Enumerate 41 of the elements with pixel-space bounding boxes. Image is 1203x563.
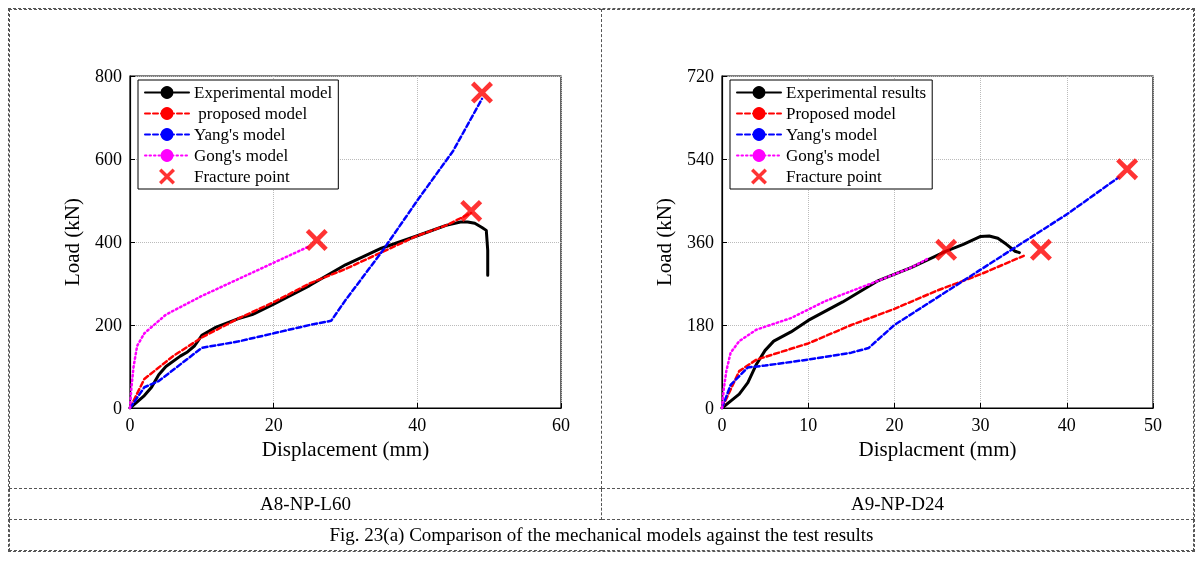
legend-label: Gong's model bbox=[194, 146, 289, 165]
text: A8-NP-L60 bbox=[9, 488, 602, 520]
point bbox=[460, 199, 483, 222]
y-tick-label: 0 bbox=[705, 398, 714, 418]
y-tick-label: 540 bbox=[687, 149, 714, 169]
legend-label: proposed model bbox=[194, 104, 308, 123]
x-axis-title: Displacement (mm) bbox=[261, 437, 430, 462]
y-tick-label: 720 bbox=[687, 66, 714, 86]
y-tick-label: 0 bbox=[113, 398, 122, 418]
x-tick-label: 0 bbox=[717, 415, 727, 435]
legend-label: Fracture point bbox=[786, 167, 883, 186]
x-axis-title: Displacment (mm) bbox=[858, 437, 1017, 462]
point bbox=[470, 81, 493, 104]
point bbox=[305, 228, 328, 251]
x-tick-label: 50 bbox=[1144, 415, 1162, 435]
x-tick-label: 60 bbox=[552, 415, 570, 435]
legend-label: Yang's model bbox=[786, 125, 878, 144]
y-axis-title: Load (kN) bbox=[59, 197, 84, 287]
x-tick-label: 0 bbox=[125, 415, 135, 435]
x-tick-label: 40 bbox=[408, 415, 427, 435]
legend-label: Fracture point bbox=[194, 167, 291, 186]
y-tick-label: 800 bbox=[95, 66, 122, 86]
legend-label: Yang's model bbox=[194, 125, 286, 144]
legend-label: Experimental results bbox=[786, 83, 927, 102]
y-tick-label: 180 bbox=[687, 315, 714, 335]
x-tick-label: 20 bbox=[885, 415, 904, 435]
legend-label: Gong's model bbox=[786, 146, 881, 165]
x-tick-label: 10 bbox=[799, 415, 818, 435]
y-tick-label: 360 bbox=[687, 232, 714, 252]
y-tick-label: 200 bbox=[95, 315, 122, 335]
caption: Fig. 23(a) Comparison of the mechanical models against the test results bbox=[9, 519, 1194, 551]
legend-label: Experimental model bbox=[194, 83, 333, 102]
line-series bbox=[720, 256, 931, 410]
y-tick-label: 600 bbox=[95, 149, 122, 169]
y-tick-label: 400 bbox=[95, 232, 122, 252]
x-tick-label: 20 bbox=[264, 415, 283, 435]
x-tick-label: 30 bbox=[971, 415, 990, 435]
legend-label: Proposed model bbox=[786, 104, 897, 123]
x-tick-label: 40 bbox=[1057, 415, 1076, 435]
y-axis-title: Load (kN) bbox=[651, 197, 676, 287]
text: A9-NP-D24 bbox=[601, 488, 1194, 520]
